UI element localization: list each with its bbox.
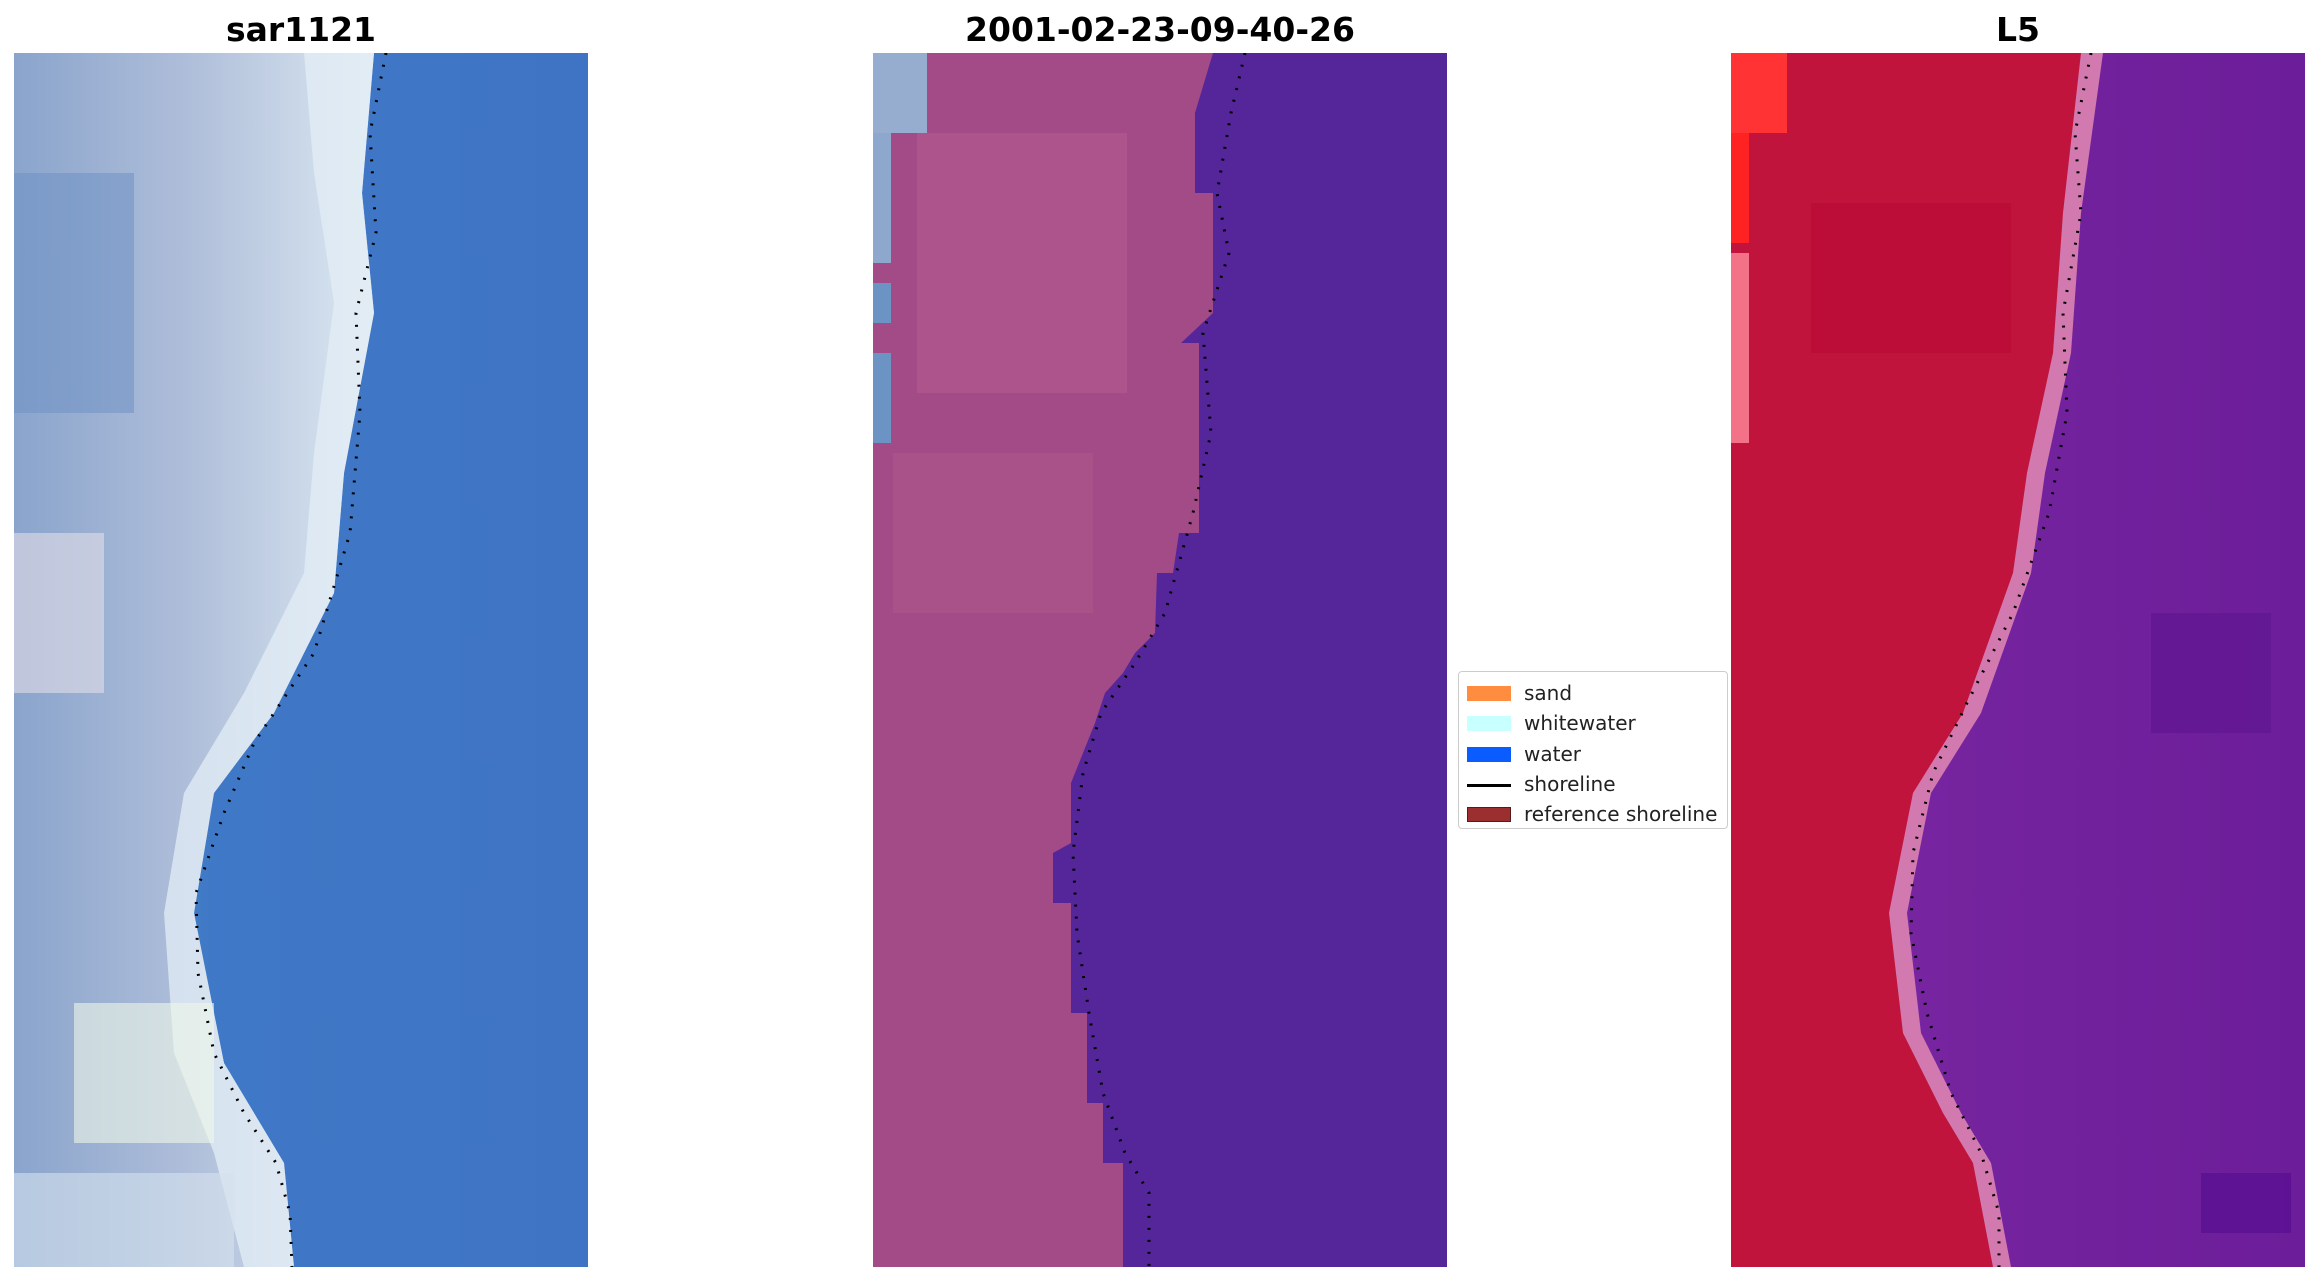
- legend-label: sand: [1524, 681, 1573, 705]
- legend-label: reference shoreline: [1524, 802, 1718, 827]
- panel-title-sar: sar1121: [225, 10, 377, 49]
- legend-item-shoreline: shoreline: [1459, 769, 1727, 799]
- legend: sand whitewater water shoreline referenc…: [1458, 671, 1728, 829]
- shoreline: [1071, 53, 1247, 1267]
- reference-shoreline-swatch: [1467, 807, 1511, 823]
- water-swatch: [1467, 746, 1511, 762]
- legend-item-sand: sand: [1459, 678, 1727, 708]
- shoreline-line-swatch: [1467, 783, 1511, 787]
- panel-title-l5: L5: [1996, 10, 2040, 49]
- legend-label: water: [1524, 741, 1581, 766]
- image-panel-sar: [14, 53, 588, 1267]
- legend-item-reference-shoreline: reference shoreline: [1459, 799, 1727, 829]
- legend-label: whitewater: [1524, 711, 1636, 736]
- legend-item-whitewater: whitewater: [1459, 708, 1727, 738]
- legend-item-water: water: [1459, 739, 1727, 769]
- panel-title-date: 2001-02-23-09-40-26: [965, 10, 1355, 49]
- legend-label: shoreline: [1524, 771, 1616, 796]
- sand-swatch: [1467, 686, 1511, 701]
- land-region: [1731, 53, 2081, 1267]
- image-panel-l5: [1731, 53, 2305, 1267]
- rgb-image: [14, 53, 588, 1267]
- classified-image: [873, 53, 1447, 1267]
- image-panel-date: [873, 53, 1447, 1267]
- shoreline: [194, 53, 388, 1267]
- index-image: [1731, 53, 2305, 1267]
- whitewater-swatch: [1467, 716, 1511, 732]
